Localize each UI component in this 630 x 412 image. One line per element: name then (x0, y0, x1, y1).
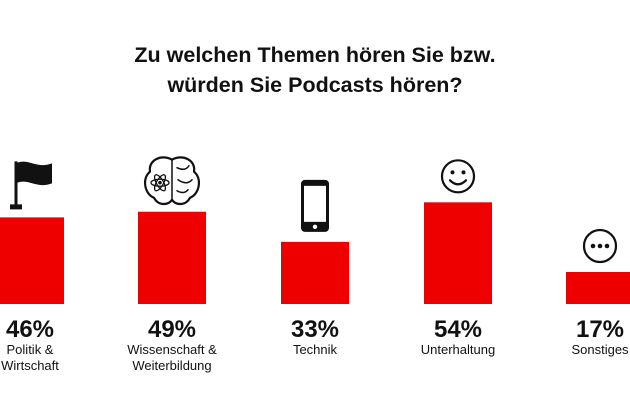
smiley-eye-left (450, 170, 455, 175)
atom-orbit-1 (150, 178, 170, 187)
category-label: Wissenschaft & (127, 342, 217, 357)
more-dots-icon (582, 228, 618, 264)
phone-screen (304, 185, 326, 222)
flag-icon (10, 161, 52, 210)
smiley-eye-right (461, 170, 466, 175)
smiley-icon (440, 159, 476, 194)
value-label: 54% (434, 316, 482, 343)
chart-title: Zu welchen Themen hören Sie bzw. würden … (0, 40, 630, 100)
category-label: Technik (293, 342, 338, 357)
dots-circle (582, 228, 618, 264)
smiley-face (440, 159, 476, 194)
dot-1 (590, 243, 596, 249)
category-label: Politik & (7, 342, 54, 357)
bar-1 (0, 217, 64, 304)
value-label: 46% (6, 316, 54, 343)
atom-orbit-3 (153, 174, 167, 192)
category-label: Wirtschaft (1, 358, 59, 373)
atom-orbit-2 (153, 174, 167, 192)
category-label: Weiterbildung (132, 358, 211, 373)
flag-cloth (16, 161, 52, 186)
bar-4 (424, 202, 492, 304)
category-label: Sonstiges (571, 342, 629, 357)
brain-folds (176, 164, 193, 194)
brain-icon (144, 156, 200, 206)
smartphone-icon (301, 179, 329, 232)
flag-base (10, 204, 22, 210)
bar-3 (281, 241, 349, 304)
phone-button (312, 224, 318, 230)
chart-title-line-1: Zu welchen Themen hören Sie bzw. (134, 43, 496, 67)
dot-2 (597, 243, 603, 249)
bar-2 (138, 211, 206, 304)
value-label: 33% (291, 316, 339, 343)
atom-nucleus (158, 180, 162, 185)
smiley-mouth (448, 179, 468, 186)
value-label: 49% (148, 316, 196, 343)
dot-3 (604, 243, 610, 249)
value-label: 17% (576, 316, 624, 343)
bar-5 (566, 271, 630, 304)
chart-title-line-2: würden Sie Podcasts hören? (167, 73, 463, 97)
category-label: Unterhaltung (421, 342, 495, 357)
